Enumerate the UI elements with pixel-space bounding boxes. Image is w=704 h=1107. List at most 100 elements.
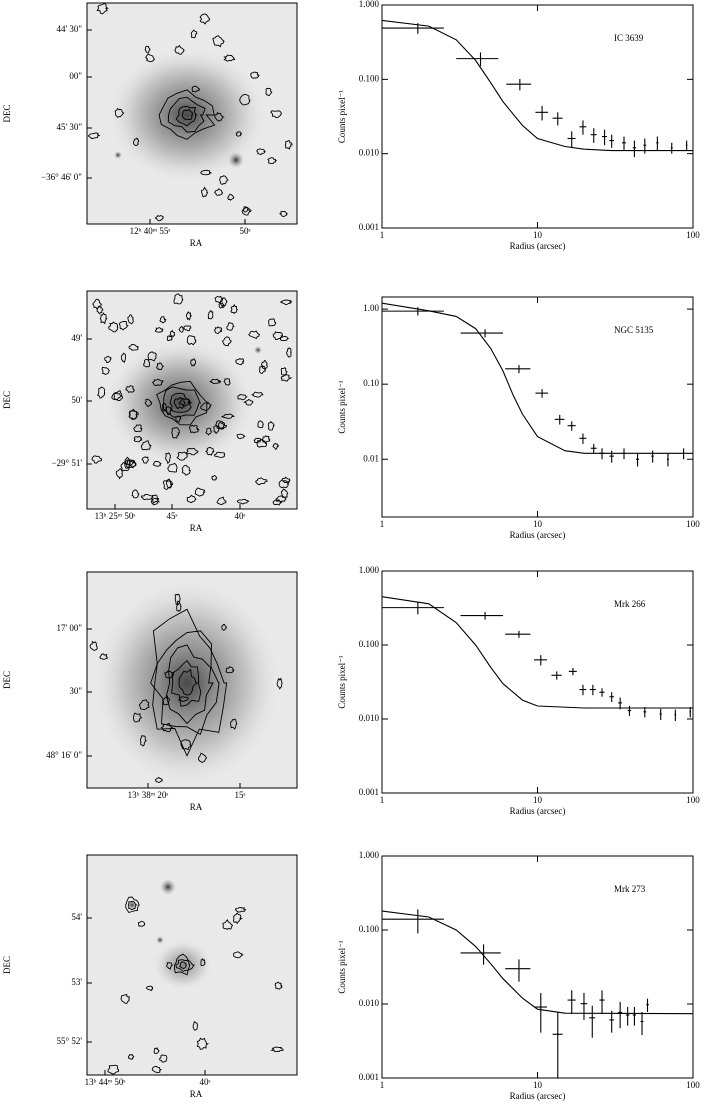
contour (213, 425, 220, 435)
y-axis-label: Counts pixel⁻¹ (337, 655, 347, 709)
contour (151, 494, 160, 504)
y-tick-label: 0.100 (359, 924, 380, 934)
contour (104, 355, 112, 363)
contour (230, 303, 239, 315)
contour (183, 325, 192, 332)
contour (222, 918, 234, 930)
y-tick-label: 1.000 (359, 850, 380, 860)
contour (164, 670, 175, 679)
contour (267, 157, 278, 165)
y-axis-label: DEC (2, 956, 12, 974)
contour (125, 896, 140, 914)
ra-tick-label: 13ʰ 38ᵐ 20ˢ (128, 790, 169, 800)
contour (153, 1047, 160, 1055)
y-axis-label: DEC (2, 391, 12, 409)
star (160, 879, 176, 895)
model-line (382, 910, 693, 1015)
y-tick-label: 0.010 (359, 713, 380, 723)
contour (165, 644, 214, 725)
dec-tick-label: 50' (71, 395, 82, 405)
image (87, 855, 297, 1075)
contour (223, 377, 231, 386)
image (87, 3, 297, 224)
contour (241, 207, 253, 216)
dec-tick-label: 48° 16' 0" (46, 750, 82, 760)
contour (223, 54, 236, 62)
contour (125, 459, 137, 469)
contour (124, 456, 132, 469)
dec-tick-label: 30" (69, 686, 82, 696)
x-tick-label: 1 (380, 230, 385, 240)
contour (267, 420, 275, 431)
plot-frame (381, 4, 694, 229)
contour (127, 1053, 135, 1060)
contour (221, 624, 227, 631)
contour (140, 440, 153, 451)
contour (209, 378, 222, 385)
contour (243, 398, 254, 406)
ra-tick-label: 13ʰ 25ᵐ 50ˢ (95, 511, 136, 521)
y-tick-label: 0.001 (359, 1072, 379, 1082)
contour (133, 712, 143, 723)
contour (166, 335, 173, 342)
contour (145, 53, 155, 63)
contour (248, 330, 261, 339)
ra-tick-label: 40ˢ (235, 511, 246, 521)
model-line (382, 302, 693, 454)
contour (196, 1037, 209, 1050)
y-tick-label: 1.00 (363, 303, 379, 313)
contour (198, 752, 208, 763)
image-frame (86, 290, 298, 510)
contour (270, 110, 283, 118)
contour (128, 901, 138, 911)
contour (211, 474, 218, 481)
contour (174, 953, 195, 976)
contour (200, 957, 206, 967)
contour (152, 461, 162, 467)
contour (96, 3, 109, 15)
contour (145, 985, 154, 992)
contour (227, 193, 235, 201)
contour (113, 390, 124, 401)
contour (174, 593, 181, 606)
contour (255, 477, 268, 486)
dec-tick-label: 53' (71, 977, 82, 987)
contour (150, 497, 160, 506)
contour (235, 357, 245, 366)
y-tick-label: 1.000 (359, 565, 380, 575)
ra-tick-label: 15ˢ (235, 790, 246, 800)
contour (165, 480, 174, 489)
dec-tick-label: 55° 52' (57, 1036, 83, 1046)
model-line (382, 596, 693, 709)
contour (159, 1054, 168, 1063)
contour (133, 435, 143, 443)
contour (218, 421, 227, 430)
x-tick-label: 1 (380, 519, 385, 529)
contour (186, 335, 197, 346)
y-axis-label: Counts pixel⁻¹ (337, 380, 347, 434)
contour (175, 959, 191, 972)
contour (235, 131, 243, 137)
contour (250, 71, 261, 79)
contour (175, 105, 198, 127)
dec-tick-label: 49' (71, 333, 82, 343)
x-axis-label: Radius (arcsec) (510, 530, 566, 540)
contour (179, 961, 187, 970)
x-axis-label: RA (190, 1089, 203, 1099)
contour (178, 668, 198, 696)
contour (200, 401, 212, 412)
contour (186, 494, 197, 504)
plot-area (382, 909, 693, 1078)
contour (161, 402, 168, 412)
x-axis-label: Radius (arcsec) (510, 1091, 566, 1101)
annotation: Mrk 266 (614, 599, 646, 609)
contour (207, 309, 214, 320)
contour (236, 498, 250, 505)
image (87, 572, 297, 788)
y-axis-label: Counts pixel⁻¹ (337, 90, 347, 144)
contour (151, 378, 164, 387)
x-axis-label: RA (190, 238, 203, 248)
image (87, 291, 297, 509)
contour (278, 479, 290, 489)
contour (234, 906, 247, 913)
